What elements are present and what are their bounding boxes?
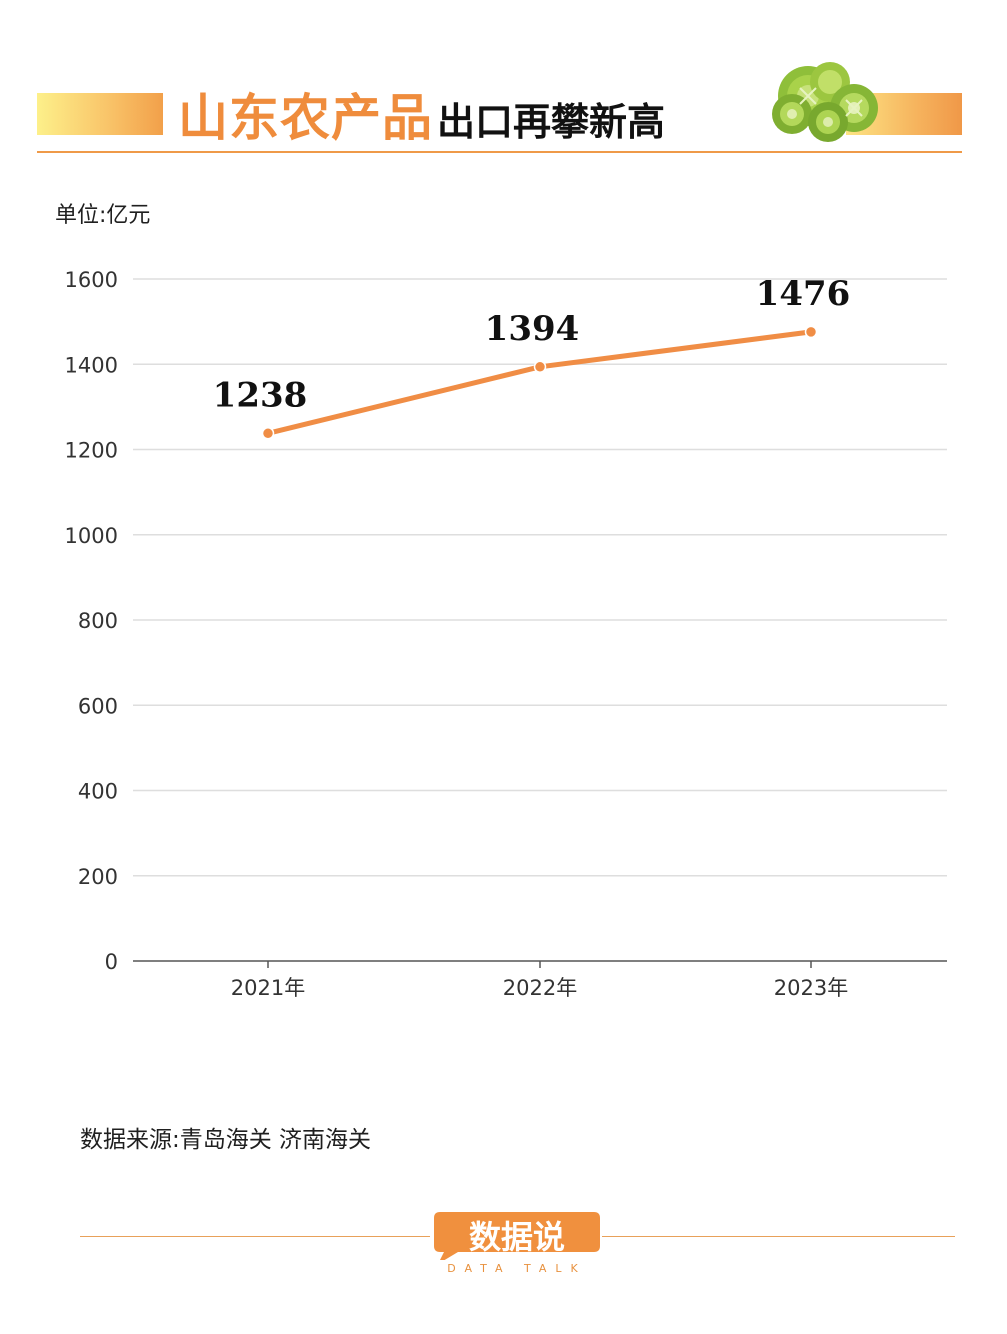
x-tick-label: 2022年: [503, 976, 577, 1000]
data-label: 1394: [485, 309, 580, 349]
header-accent-bar-left: [37, 93, 163, 135]
y-tick-label: 1000: [65, 524, 118, 548]
line-chart: 0 200 400 600 800 1000 1200 1400 1600 2021年 2022年 2…: [65, 268, 947, 1000]
brand-logo: 数据说 DATA TALK: [432, 1208, 602, 1280]
footer-divider-left: [80, 1236, 430, 1237]
data-source: 数据来源:青岛海关 济南海关: [80, 1127, 372, 1153]
footer-divider-right: [602, 1236, 955, 1237]
y-tick-label: 1400: [65, 353, 118, 377]
x-tick-label: 2021年: [231, 976, 305, 1000]
logo-badge: [434, 1212, 600, 1260]
y-tick-label: 400: [78, 780, 118, 804]
brand-tagline: DATA TALK: [447, 1262, 587, 1275]
x-tick-label: 2023年: [774, 976, 848, 1000]
y-tick-label: 1200: [65, 439, 118, 463]
title-sub: 出口再攀新高: [437, 99, 666, 144]
header-divider: [37, 151, 962, 153]
unit-label: 单位:亿元: [55, 203, 151, 228]
y-tick-label: 1600: [65, 268, 118, 292]
title-main: 山东农产品: [178, 89, 433, 147]
y-tick-label: 0: [105, 950, 118, 974]
y-tick-label: 200: [78, 865, 118, 889]
y-tick-label: 600: [78, 694, 118, 718]
y-tick-label: 800: [78, 609, 118, 633]
data-point: [533, 360, 547, 374]
data-point: [261, 427, 275, 440]
data-point: [804, 325, 818, 339]
brand-name: 数据说: [468, 1218, 565, 1256]
data-label: 1238: [213, 375, 308, 415]
page-title: 山东农产品 出口再攀新高: [178, 82, 665, 146]
brussels-sprouts-icon: [772, 62, 878, 142]
data-label: 1476: [756, 274, 851, 314]
